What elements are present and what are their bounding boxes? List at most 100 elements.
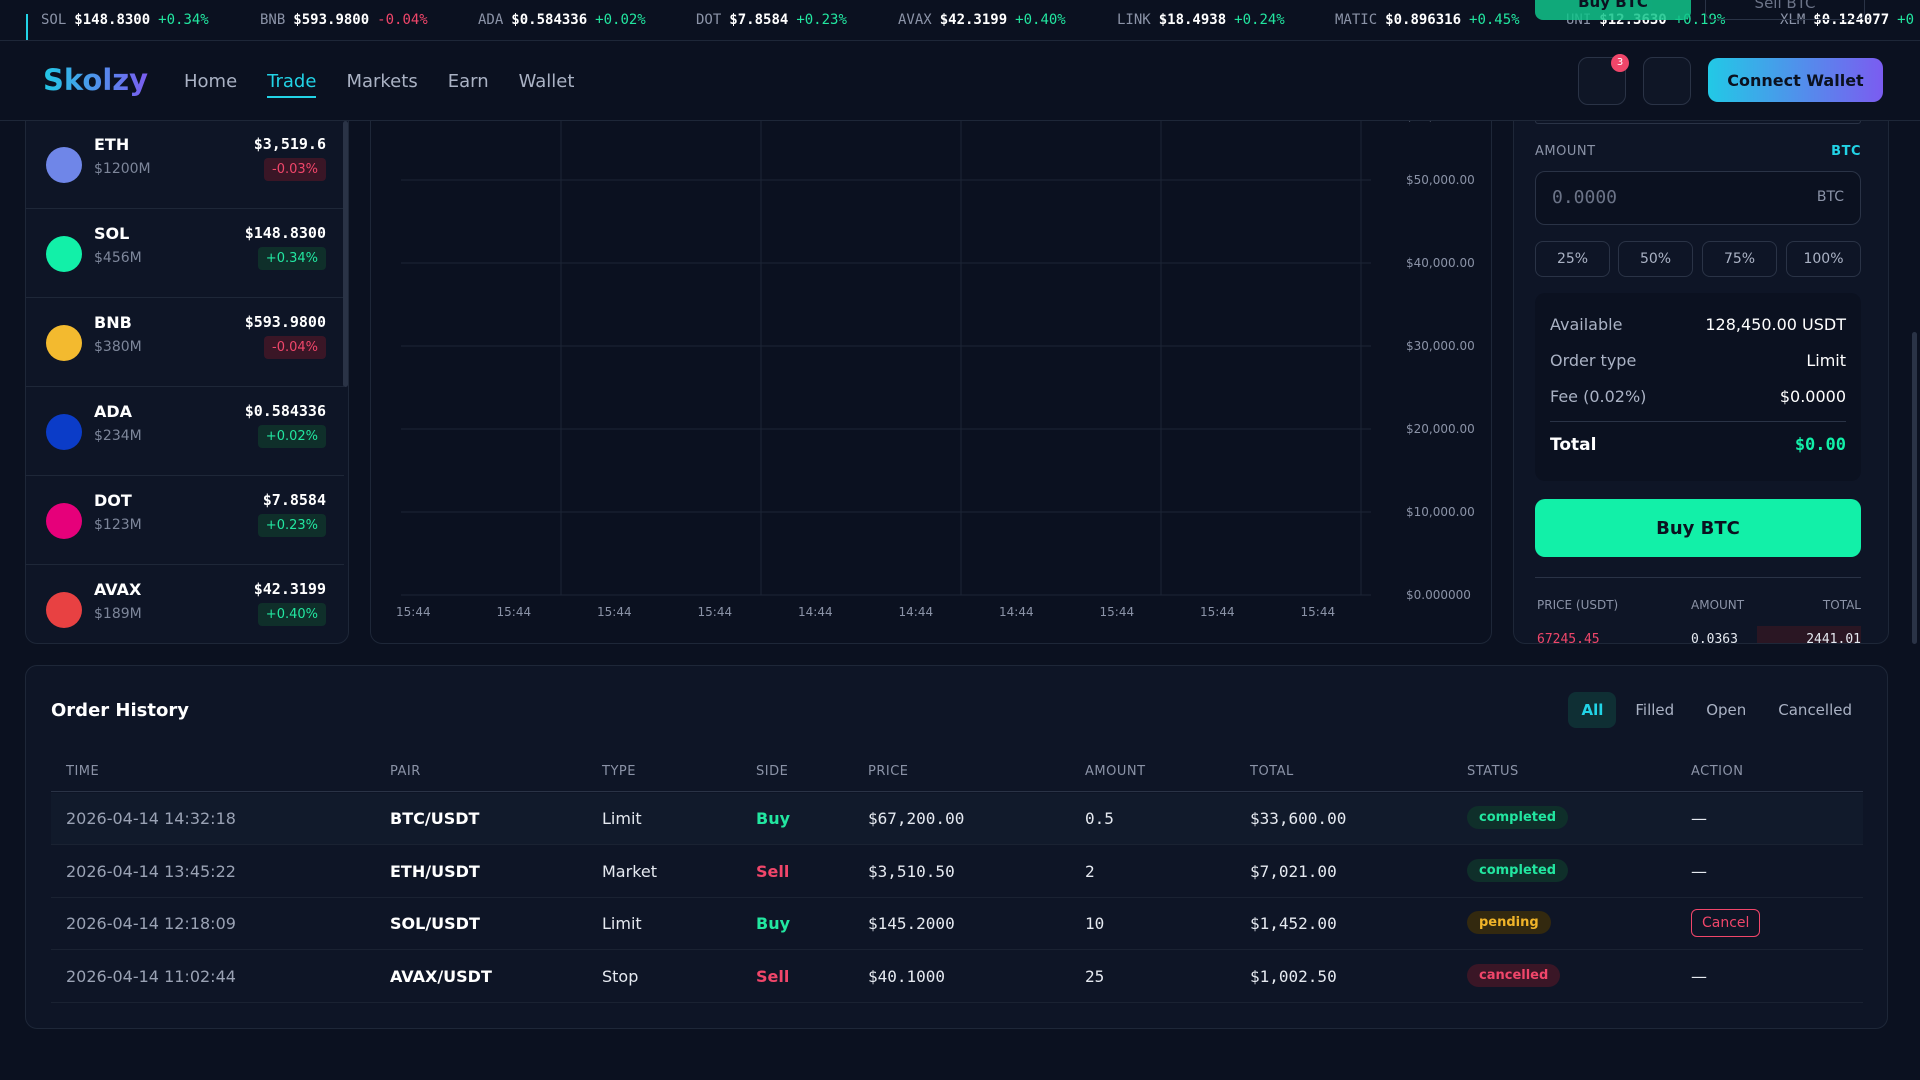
table-row: 2026-04-14 13:45:22 ETH/USDT Market Sell $3,…	[51, 846, 1863, 898]
col-pair: PAIR	[390, 764, 421, 779]
coin-icon	[46, 414, 82, 450]
sell-tab[interactable]: Sell BTC	[1705, 0, 1865, 20]
cell-type: Stop	[602, 966, 639, 986]
ob-total: 2441.01	[1806, 632, 1861, 644]
notifications-button[interactable]: 3	[1578, 54, 1629, 105]
coin-volume: $189M	[94, 606, 142, 622]
ob-amount-header: AMOUNT	[1691, 598, 1745, 612]
col-status: STATUS	[1467, 764, 1519, 779]
pct-50-button[interactable]: 50%	[1618, 241, 1693, 277]
table-row: 2026-04-14 14:32:18 BTC/USDT Limit Buy $67,2…	[51, 793, 1863, 845]
ticker-item: SOL $148.8300 +0.34%	[41, 12, 209, 28]
coin-icon	[46, 503, 82, 539]
pct-75-button[interactable]: 75%	[1702, 241, 1777, 277]
cancel-order-button[interactable]: Cancel	[1691, 909, 1761, 937]
history-filters: All Filled Open Cancelled	[1568, 692, 1865, 728]
cell-pair: AVAX/USDT	[390, 966, 492, 986]
ob-depth-bar	[1757, 626, 1861, 643]
chart-y-tick: $40,000.00	[1406, 256, 1475, 270]
coin-name: ETH	[94, 135, 130, 154]
chart-x-tick: 15:44	[597, 605, 632, 619]
market-row-ada[interactable]: ADA $234M $0.584336 +0.02%	[26, 387, 344, 476]
pct-25-button[interactable]: 25%	[1535, 241, 1610, 277]
ticker-accent	[26, 14, 28, 40]
status-badge: cancelled	[1467, 963, 1561, 987]
cell-side: Buy	[756, 914, 791, 933]
nav-wallet[interactable]: Wallet	[518, 71, 575, 92]
cell-amount: 25	[1085, 966, 1105, 986]
cell-time: 2026-04-14 11:02:44	[66, 966, 236, 986]
top-navbar: Skolzy Home Trade Markets Earn Wallet 3 …	[0, 40, 1920, 121]
table-row: 2026-04-14 12:18:09 SOL/USDT Limit Buy $145.…	[51, 898, 1863, 950]
cell-side: Sell	[756, 861, 790, 881]
filter-open[interactable]: Open	[1693, 692, 1759, 728]
col-action: ACTION	[1691, 764, 1744, 779]
order-history: Order History All Filled Open Cancelled …	[25, 665, 1888, 1029]
market-row-eth[interactable]: ETH $1200M $3,519.6 -0.03%	[26, 121, 344, 209]
chart-y-tick: $50,000.00	[1406, 173, 1475, 187]
filter-cancelled[interactable]: Cancelled	[1765, 692, 1865, 728]
chart-x-tick: 14:44	[999, 605, 1034, 619]
chart-x-tick: 15:44	[497, 605, 532, 619]
cell-pair: BTC/USDT	[390, 809, 480, 828]
market-row-sol[interactable]: SOL $456M $148.8300 +0.34%	[26, 209, 344, 298]
market-row-avax[interactable]: AVAX $189M $42.3199 +0.40%	[26, 565, 344, 643]
market-list: ETH $1200M $3,519.6 -0.03% SOL $456M $148.8300…	[25, 121, 349, 644]
market-list-scrollbar[interactable]	[343, 121, 348, 387]
chart-x-tick: 15:44	[1100, 605, 1135, 619]
coin-price: $148.8300	[244, 224, 326, 242]
status-badge: completed	[1467, 806, 1569, 829]
connect-wallet-button[interactable]: Connect Wallet	[1708, 58, 1883, 102]
amount-input[interactable]	[1552, 187, 1792, 208]
cell-time: 2026-04-14 12:18:09	[66, 914, 236, 933]
amount-field[interactable]: BTC	[1535, 171, 1861, 225]
page-scrollbar[interactable]	[1912, 332, 1917, 644]
cell-action: —	[1691, 861, 1707, 881]
filter-all[interactable]: All	[1568, 692, 1617, 728]
cell-amount: 2	[1085, 861, 1095, 881]
coin-icon	[46, 147, 82, 183]
buy-tab[interactable]: Buy BTC	[1535, 0, 1691, 20]
chart-x-tick: 15:44	[1200, 605, 1235, 619]
coin-name: SOL	[94, 224, 130, 243]
chart-canvas[interactable]: $70,000.00 $50,000.00 $40,000.00 $30,000.00…	[371, 121, 1493, 644]
coin-name: DOT	[94, 491, 132, 510]
ticker-item: AVAX $42.3199 +0.40%	[898, 12, 1066, 28]
market-row-dot[interactable]: DOT $123M $7.8584 +0.23%	[26, 476, 344, 565]
cell-total: $7,021.00	[1250, 861, 1337, 881]
col-amount: AMOUNT	[1085, 764, 1146, 779]
pct-100-button[interactable]: 100%	[1786, 241, 1861, 277]
ticker-item: DOT $7.8584 +0.23%	[696, 12, 847, 28]
coin-price: $3,519.6	[253, 135, 326, 153]
amount-unit-label: BTC	[1831, 144, 1861, 159]
coin-change: +0.34%	[257, 247, 326, 270]
nav-trade[interactable]: Trade	[267, 71, 317, 98]
cell-time: 2026-04-14 14:32:18	[66, 809, 236, 828]
nav-earn[interactable]: Earn	[447, 71, 489, 92]
ticker-item: BNB $593.9800 -0.04%	[260, 12, 428, 28]
coin-name: AVAX	[94, 580, 142, 599]
cell-time: 2026-04-14 13:45:22	[66, 861, 236, 881]
cell-action: —	[1691, 966, 1707, 986]
cell-price: $40.1000	[868, 966, 946, 986]
ob-total-header: TOTAL	[1822, 598, 1861, 612]
price-input-edge[interactable]	[1535, 121, 1861, 124]
ticker-item: XLM $0.124077 +0	[1780, 12, 1915, 28]
nav-home[interactable]: Home	[184, 71, 238, 92]
filter-filled[interactable]: Filled	[1622, 692, 1687, 728]
order-panel: AMOUNT BTC BTC 25% 50% 75% 100% Availabl…	[1513, 121, 1889, 644]
chart-x-tick: 15:44	[1301, 605, 1336, 619]
ticker-item: MATIC $0.896316 +0.45%	[1335, 12, 1520, 28]
chart-y-tick: $20,000.00	[1406, 422, 1475, 436]
buy-btc-button[interactable]: Buy BTC	[1535, 499, 1861, 557]
coin-icon	[46, 592, 82, 628]
market-row-bnb[interactable]: BNB $380M $593.9800 -0.04%	[26, 298, 344, 387]
coin-volume: $123M	[94, 517, 142, 533]
cell-type: Market	[602, 861, 657, 881]
logo[interactable]: Skolzy	[43, 63, 149, 97]
chart-y-tick: $30,000.00	[1406, 339, 1475, 353]
nav-markets[interactable]: Markets	[346, 71, 418, 92]
settings-button[interactable]	[1643, 57, 1691, 105]
cell-amount: 0.5	[1085, 809, 1114, 828]
coin-name: ADA	[94, 402, 133, 421]
